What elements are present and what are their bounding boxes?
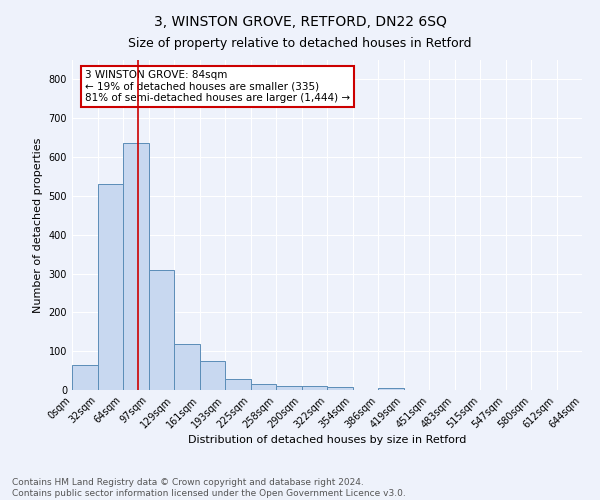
Bar <box>123 144 149 390</box>
Bar <box>174 344 199 390</box>
Bar <box>302 386 327 390</box>
Text: Contains HM Land Registry data © Crown copyright and database right 2024.
Contai: Contains HM Land Registry data © Crown c… <box>12 478 406 498</box>
Text: Size of property relative to detached houses in Retford: Size of property relative to detached ho… <box>128 38 472 51</box>
Text: 3, WINSTON GROVE, RETFORD, DN22 6SQ: 3, WINSTON GROVE, RETFORD, DN22 6SQ <box>154 15 446 29</box>
X-axis label: Distribution of detached houses by size in Retford: Distribution of detached houses by size … <box>188 436 466 446</box>
Bar <box>327 387 353 390</box>
Text: 3 WINSTON GROVE: 84sqm
← 19% of detached houses are smaller (335)
81% of semi-de: 3 WINSTON GROVE: 84sqm ← 19% of detached… <box>85 70 350 103</box>
Bar <box>251 384 276 390</box>
Y-axis label: Number of detached properties: Number of detached properties <box>33 138 43 312</box>
Bar <box>378 388 404 390</box>
Bar <box>149 270 174 390</box>
Bar <box>199 361 225 390</box>
Bar <box>276 386 302 390</box>
Bar <box>72 365 97 390</box>
Bar <box>225 379 251 390</box>
Bar <box>97 184 123 390</box>
